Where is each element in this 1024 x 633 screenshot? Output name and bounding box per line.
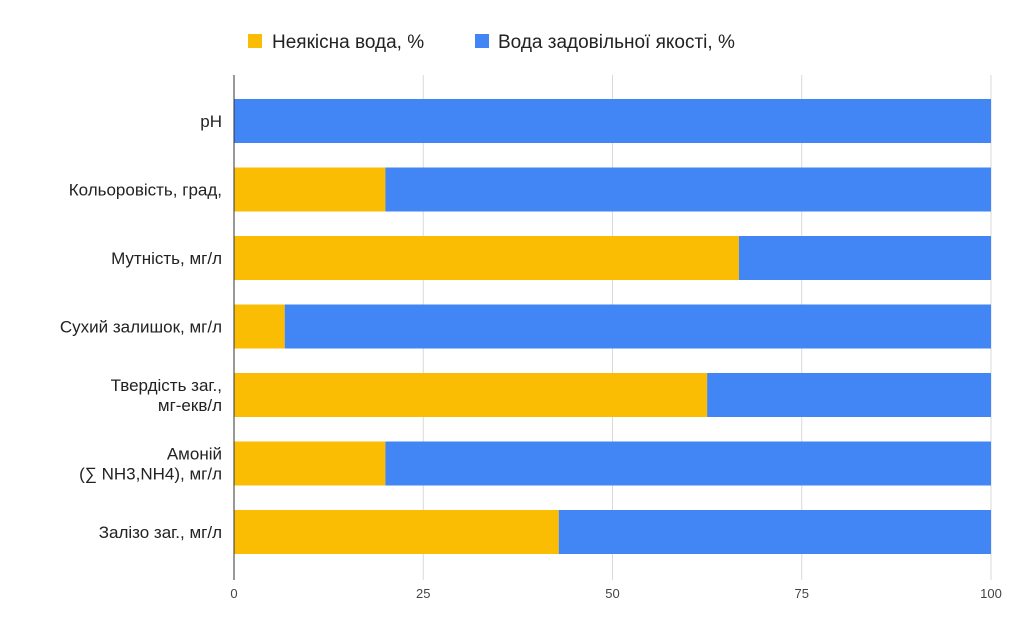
bar-good-quality xyxy=(385,441,991,486)
bar-good-quality xyxy=(385,167,991,212)
category-label: Залізо заг., мг/л xyxy=(99,523,222,542)
bar-good-quality xyxy=(738,236,991,280)
category-label: pH xyxy=(200,112,222,131)
bars xyxy=(234,99,991,554)
bar-poor-quality xyxy=(234,510,559,554)
category-label: Сухий залишок, мг/л xyxy=(60,318,222,337)
category-label: мг-екв/л xyxy=(158,396,222,415)
legend-label-poor-quality: Неякісна вода, % xyxy=(272,32,424,53)
x-tick-label: 0 xyxy=(230,586,237,601)
bar-poor-quality xyxy=(234,441,386,486)
x-tick-label: 50 xyxy=(605,586,619,601)
bar-good-quality xyxy=(707,373,991,417)
x-axis-tick-labels: 0 25 50 75 100 xyxy=(230,586,1001,601)
bar-poor-quality xyxy=(234,304,285,349)
bar-good-quality xyxy=(234,99,991,143)
x-tick-label: 75 xyxy=(795,586,809,601)
legend: Неякісна вода, % Вода задовільної якості… xyxy=(248,32,735,53)
legend-swatch-poor-quality xyxy=(248,34,262,48)
category-label: Мутність, мг/л xyxy=(111,249,222,268)
x-tick-label: 25 xyxy=(416,586,430,601)
category-labels: pH Кольоровість, град, Мутність, мг/л Сухий… xyxy=(60,112,222,542)
category-label: Кольоровість, град, xyxy=(69,181,222,200)
bar-poor-quality xyxy=(234,236,739,280)
category-label: Твердість заг., xyxy=(111,376,222,395)
x-tick-label: 100 xyxy=(980,586,1002,601)
legend-swatch-good-quality xyxy=(475,34,489,48)
category-label: Амоній xyxy=(167,445,222,464)
bar-poor-quality xyxy=(234,373,708,417)
bar-good-quality xyxy=(558,510,991,554)
bar-good-quality xyxy=(284,304,991,349)
category-label: (∑ NH3,NH4), мг/л xyxy=(79,465,222,484)
bar-poor-quality xyxy=(234,167,386,212)
legend-label-good-quality: Вода задовільної якості, % xyxy=(498,32,735,53)
